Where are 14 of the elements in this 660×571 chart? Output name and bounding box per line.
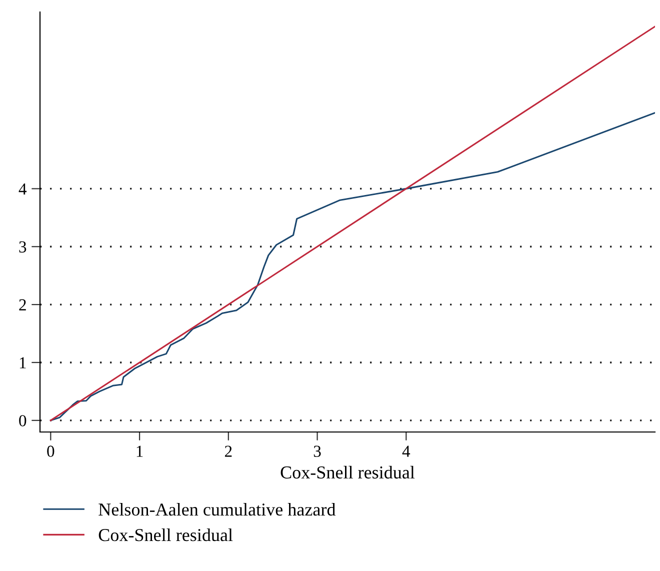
legend-label: Nelson-Aalen cumulative hazard (98, 502, 336, 516)
x-tick-label: 3 (314, 446, 321, 457)
line-series (50, 112, 655, 422)
y-tick-label: 3 (19, 241, 26, 253)
y-tick-label: 4 (18, 184, 27, 194)
y-tick-label: 0 (19, 415, 26, 426)
y-tick-label: 1 (20, 357, 26, 368)
x-tick-label: 1 (136, 446, 143, 457)
x-tick-label: 2 (224, 446, 232, 457)
y-tick-label: 2 (19, 299, 26, 310)
x-tick-label: 0 (47, 446, 54, 457)
x-axis-title: Cox-Snell residual (280, 466, 415, 479)
legend-label: Cox-Snell residual (98, 528, 233, 542)
x-tick-label: 4 (402, 446, 410, 457)
